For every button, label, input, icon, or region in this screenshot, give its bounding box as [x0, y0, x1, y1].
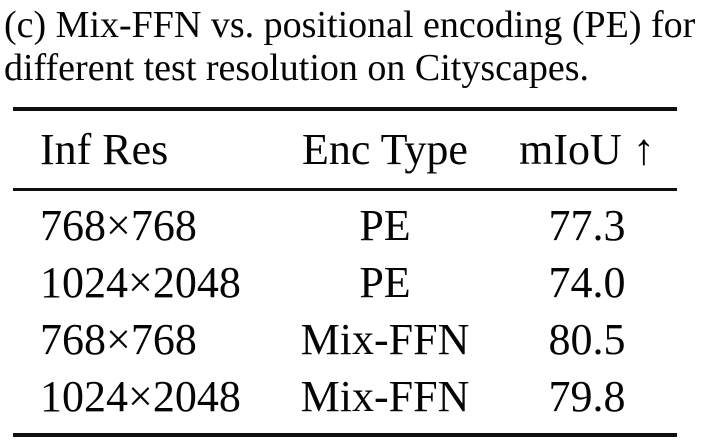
cell-enc-type: PE	[359, 201, 411, 250]
ablation-table: Inf Res Enc Type mIoU ↑ 768×768 PE 77.3 …	[13, 107, 677, 437]
table-row: 1024×2048 Mix-FFN 79.8	[13, 368, 677, 435]
table-body: 768×768 PE 77.3 1024×2048 PE 74.0 768×76…	[13, 190, 677, 436]
cell-enc-type: Mix-FFN	[300, 372, 470, 421]
header-miou: mIoU ↑	[475, 109, 677, 191]
cell-inf-res: 1024×2048	[40, 372, 241, 421]
cell-inf-res: 768×768	[40, 201, 197, 250]
table-row: 768×768 PE 77.3	[13, 190, 677, 255]
table-row: 1024×2048 PE 74.0	[13, 254, 677, 311]
header-row: Inf Res Enc Type mIoU ↑	[13, 109, 677, 191]
cell-inf-res: 768×768	[40, 315, 197, 364]
header-enc-type: Enc Type	[295, 109, 475, 191]
table-header: Inf Res Enc Type mIoU ↑	[13, 109, 677, 191]
cell-miou: 79.8	[548, 372, 626, 421]
table-caption: (c) Mix-FFN vs. positional encoding (PE)…	[4, 4, 696, 89]
table-row: 768×768 Mix-FFN 80.5	[13, 311, 677, 368]
header-inf-res: Inf Res	[13, 109, 295, 191]
cell-miou: 80.5	[548, 315, 626, 364]
cell-miou: 74.0	[548, 258, 626, 307]
cell-enc-type: PE	[359, 258, 411, 307]
cell-miou: 77.3	[548, 201, 626, 250]
cell-enc-type: Mix-FFN	[300, 315, 470, 364]
cell-inf-res: 1024×2048	[40, 258, 241, 307]
